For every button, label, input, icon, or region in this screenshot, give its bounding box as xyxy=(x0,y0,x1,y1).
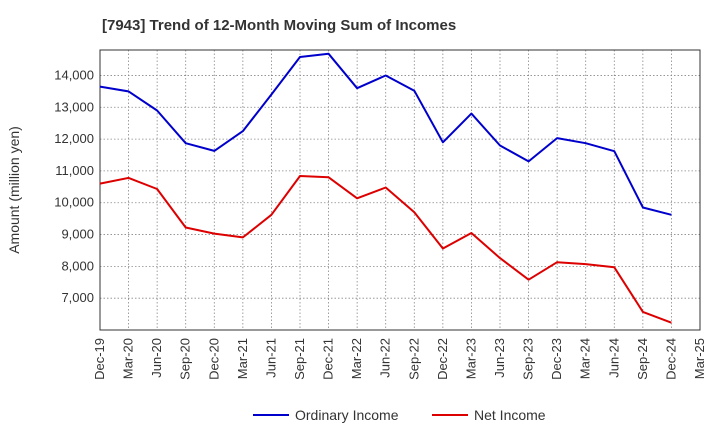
x-tick-label: Dec-22 xyxy=(435,338,450,380)
x-tick-label: Mar-24 xyxy=(578,338,593,379)
data-point xyxy=(212,232,216,236)
data-point xyxy=(669,213,673,217)
x-tick-label: Jun-24 xyxy=(606,338,621,378)
data-point xyxy=(355,86,359,90)
data-point xyxy=(641,310,645,314)
x-tick-label: Dec-20 xyxy=(206,338,221,380)
x-tick-label: Mar-23 xyxy=(463,338,478,379)
data-point xyxy=(241,235,245,239)
data-point xyxy=(669,321,673,325)
x-tick-label: Dec-24 xyxy=(663,338,678,380)
x-tick-label: Sep-24 xyxy=(635,338,650,380)
data-point xyxy=(241,129,245,133)
x-axis: Dec-19 Mar-20 Jun-20 Sep-20 Dec-20 Mar-21 Jun-… xyxy=(92,338,707,380)
y-tick-label: 11,000 xyxy=(55,163,94,178)
x-tick-label: Mar-22 xyxy=(349,338,364,379)
y-tick-label: 13,000 xyxy=(54,99,94,114)
y-axis: 7,000 8,000 9,000 10,000 11,000 12,000 13,000 1… xyxy=(54,67,94,305)
data-point xyxy=(184,226,188,230)
data-point xyxy=(298,55,302,59)
x-tick-label: Mar-20 xyxy=(121,338,136,379)
chart-title: [7943] Trend of 12-Month Moving Sum of I… xyxy=(102,17,456,34)
data-point xyxy=(584,141,588,145)
data-point xyxy=(384,185,388,189)
y-tick-label: 9,000 xyxy=(61,227,94,242)
plot-frame xyxy=(99,49,701,331)
x-tick-label: Jun-23 xyxy=(492,338,507,378)
data-point xyxy=(527,278,531,282)
x-tick-label: Jun-20 xyxy=(149,338,164,378)
data-point xyxy=(612,149,616,153)
x-tick-label: Dec-19 xyxy=(92,338,107,380)
x-tick-label: Sep-23 xyxy=(521,338,536,380)
data-point xyxy=(98,85,102,89)
x-tick-label: Sep-21 xyxy=(292,338,307,380)
data-point xyxy=(327,175,331,179)
series-line-ordinary-income xyxy=(99,52,672,216)
x-tick-label: Mar-21 xyxy=(235,338,250,379)
x-tick-label: Mar-25 xyxy=(692,338,707,379)
data-point xyxy=(269,93,273,97)
data-point xyxy=(527,159,531,163)
y-tick-label: 12,000 xyxy=(54,131,94,146)
data-point xyxy=(127,89,131,93)
data-point xyxy=(412,89,416,93)
data-point xyxy=(441,247,445,251)
data-point xyxy=(327,52,331,56)
grid xyxy=(100,50,700,330)
x-tick-label: Sep-20 xyxy=(178,338,193,380)
x-tick-label: Jun-21 xyxy=(263,338,278,378)
data-point xyxy=(641,206,645,210)
data-point xyxy=(212,149,216,153)
data-point xyxy=(155,187,159,191)
data-point xyxy=(298,174,302,178)
y-axis-label: Amount (million yen) xyxy=(6,126,22,254)
data-point xyxy=(384,73,388,77)
data-point xyxy=(469,112,473,116)
x-tick-label: Sep-22 xyxy=(406,338,421,380)
data-point xyxy=(127,176,131,180)
y-tick-label: 14,000 xyxy=(54,67,94,82)
data-point xyxy=(612,265,616,269)
y-tick-label: 7,000 xyxy=(61,290,94,305)
data-point xyxy=(555,260,559,264)
series-line-net-income xyxy=(99,175,672,324)
data-point xyxy=(269,213,273,217)
y-tick-label: 10,000 xyxy=(54,195,94,210)
data-point xyxy=(498,256,502,260)
data-point xyxy=(412,210,416,214)
x-tick-label: Jun-22 xyxy=(378,338,393,378)
data-point xyxy=(98,182,102,186)
x-tick-label: Dec-23 xyxy=(549,338,564,380)
legend-label: Net Income xyxy=(474,407,546,423)
x-tick-label: Dec-21 xyxy=(321,338,336,380)
legend-label: Ordinary Income xyxy=(295,407,399,423)
data-point xyxy=(184,141,188,145)
data-point xyxy=(155,108,159,112)
data-point xyxy=(498,143,502,147)
data-point xyxy=(584,262,588,266)
series-lines xyxy=(98,52,673,325)
data-point xyxy=(469,231,473,235)
data-point xyxy=(355,196,359,200)
data-point xyxy=(555,136,559,140)
legend: Ordinary Income Net Income xyxy=(253,407,546,423)
y-tick-label: 8,000 xyxy=(61,258,94,273)
data-point xyxy=(441,140,445,144)
